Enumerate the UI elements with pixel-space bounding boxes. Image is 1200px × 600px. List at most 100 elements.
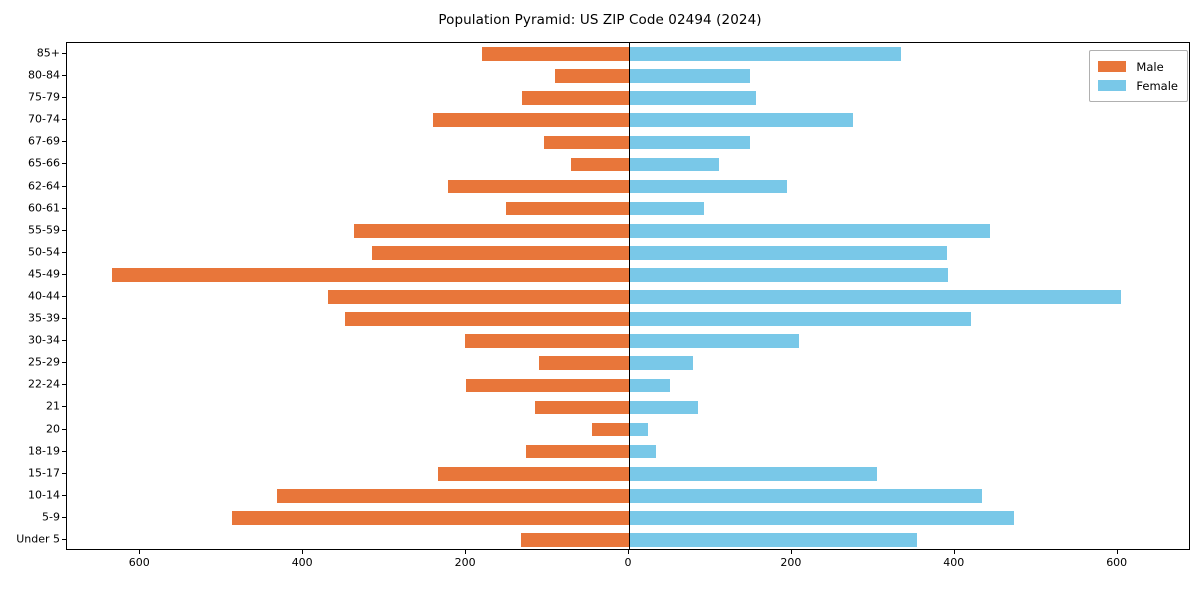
bar-row xyxy=(67,47,1189,61)
bar-female xyxy=(629,356,693,371)
x-axis-tick-mark xyxy=(953,550,955,554)
bar-female xyxy=(629,47,902,61)
y-axis-tick-label: 75-79 xyxy=(28,90,60,104)
y-axis-tick-label: 22-24 xyxy=(28,377,60,391)
y-axis-tick-label: 5-9 xyxy=(42,510,60,524)
y-axis-tick-mark xyxy=(62,406,66,408)
bar-female xyxy=(629,135,750,150)
chart-legend: Male Female xyxy=(1089,50,1188,102)
y-axis-tick-mark xyxy=(62,141,66,143)
y-axis-tick-label: 21 xyxy=(46,399,60,413)
bar-row xyxy=(67,533,1189,547)
bar-male xyxy=(344,312,629,326)
x-axis-tick-mark xyxy=(139,550,141,554)
bar-row xyxy=(67,400,1189,415)
y-axis-tick-label: 55-59 xyxy=(28,223,60,237)
bar-male xyxy=(538,356,629,371)
bar-female xyxy=(629,466,877,481)
bar-row xyxy=(67,268,1189,282)
legend-entry: Male xyxy=(1098,57,1178,76)
bar-male xyxy=(506,201,629,216)
y-axis-tick-mark xyxy=(62,362,66,364)
bar-female xyxy=(629,334,800,348)
bar-row xyxy=(67,91,1189,106)
legend-entry: Female xyxy=(1098,76,1178,95)
bar-male xyxy=(353,223,629,238)
bar-female xyxy=(629,245,948,260)
bar-male xyxy=(111,268,629,282)
bar-male xyxy=(521,533,629,547)
y-axis-tick-label: 15-17 xyxy=(28,466,60,480)
y-axis-tick-mark xyxy=(62,296,66,297)
bar-male xyxy=(571,157,629,172)
bar-male xyxy=(481,47,629,61)
x-axis-tick-label: 0 xyxy=(624,556,632,569)
x-axis-tick-label: 400 xyxy=(943,556,965,569)
y-axis-tick-label: 18-19 xyxy=(28,444,60,458)
y-axis-tick-mark xyxy=(62,384,66,386)
bar-row xyxy=(67,179,1189,194)
bar-male xyxy=(448,179,629,194)
bar-row xyxy=(67,223,1189,238)
bar-male xyxy=(437,466,629,481)
y-axis-tick-mark xyxy=(62,119,66,121)
x-axis-tick-label: 400 xyxy=(291,556,313,569)
plot-area xyxy=(66,42,1190,550)
bar-male xyxy=(465,334,629,348)
x-axis-tick-mark xyxy=(465,550,467,554)
bar-row xyxy=(67,201,1189,216)
y-axis-tick-mark xyxy=(62,273,66,275)
bar-male xyxy=(544,135,629,150)
bar-row xyxy=(67,422,1189,437)
y-axis-tick-mark xyxy=(62,318,66,320)
x-axis-tick-label: 600 xyxy=(1106,556,1128,569)
bar-female xyxy=(629,69,751,83)
y-axis-tick-label: 85+ xyxy=(36,46,60,60)
bar-row xyxy=(67,312,1189,326)
bar-row xyxy=(67,378,1189,393)
bar-male xyxy=(466,378,629,393)
y-axis-tick-mark xyxy=(62,340,66,342)
bar-row xyxy=(67,444,1189,459)
y-axis-tick-mark xyxy=(62,207,66,209)
bar-row xyxy=(67,135,1189,150)
y-axis-tick-label: 35-39 xyxy=(28,311,60,325)
bar-male xyxy=(432,113,629,128)
x-axis-tick-mark xyxy=(302,550,304,554)
bar-row xyxy=(67,488,1189,503)
bar-female xyxy=(629,533,917,547)
x-axis-tick-mark xyxy=(1116,550,1118,554)
y-axis-tick-mark xyxy=(62,251,66,253)
y-axis-tick-mark xyxy=(62,97,66,99)
y-axis-tick-label: 65-66 xyxy=(28,156,60,170)
zero-axis-line xyxy=(629,43,630,549)
y-axis-tick-mark xyxy=(62,516,66,518)
bar-male xyxy=(328,290,629,304)
y-axis-tick-mark xyxy=(62,450,66,452)
bar-female xyxy=(629,290,1121,304)
y-axis-tick-label: 30-34 xyxy=(28,333,60,347)
bar-male xyxy=(525,444,629,459)
y-axis-tick-label: 60-61 xyxy=(28,201,60,215)
bar-row xyxy=(67,157,1189,172)
bar-female xyxy=(629,201,704,216)
y-axis-tick-label: Under 5 xyxy=(16,532,60,546)
bar-female xyxy=(629,268,949,282)
x-axis-tick-mark xyxy=(790,550,792,554)
bar-male xyxy=(591,422,629,437)
y-axis-tick-label: 67-69 xyxy=(28,134,60,148)
y-axis-tick-mark xyxy=(62,538,66,540)
bar-male xyxy=(232,511,629,525)
bar-row xyxy=(67,113,1189,128)
bar-row xyxy=(67,245,1189,260)
bar-male xyxy=(534,400,629,415)
bar-female xyxy=(629,400,699,415)
bar-female xyxy=(629,378,670,393)
y-axis-tick-label: 40-44 xyxy=(28,289,60,303)
legend-label: Female xyxy=(1136,78,1178,93)
bar-female xyxy=(629,91,757,106)
bar-female xyxy=(629,179,787,194)
y-axis-tick-mark xyxy=(62,494,66,496)
legend-swatch-female xyxy=(1098,80,1127,91)
y-axis-tick-label: 10-14 xyxy=(28,488,60,502)
